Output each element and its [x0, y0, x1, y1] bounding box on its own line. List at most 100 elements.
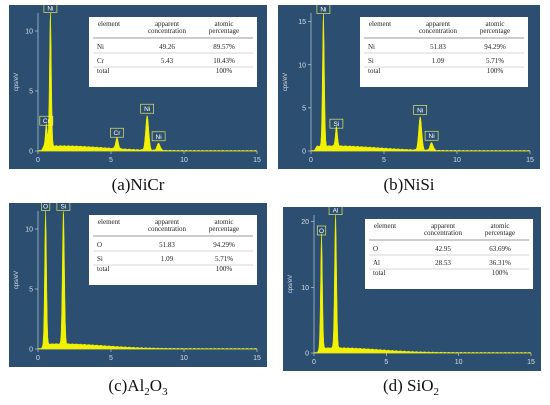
table-header: apparent [155, 20, 179, 28]
peak-label-text: Si [334, 121, 340, 128]
x-tick-label: 5 [382, 157, 386, 164]
peak-label-cr: Cr [110, 127, 124, 138]
table-header: concentration [148, 225, 187, 233]
table-background [365, 219, 533, 289]
table-cell: Ni [368, 43, 375, 51]
x-tick-label: 10 [453, 157, 461, 164]
peak-label-ni: Ni [413, 105, 428, 115]
y-tick-label: 0 [305, 351, 309, 358]
table-header: element [374, 222, 396, 230]
peak-label-o: O [41, 203, 51, 211]
table-total-label: total [97, 265, 109, 273]
table-cell: 94.29% [484, 43, 506, 51]
table-cell: 1.09 [432, 57, 445, 65]
caption-c-text-2: O [149, 376, 163, 395]
table-cell: O [97, 241, 102, 249]
y-tick-label: 5 [302, 105, 306, 112]
spectrum-series [313, 214, 532, 354]
table-cell: 28.53 [435, 259, 451, 267]
table-cell: 89.57% [213, 43, 235, 51]
spectrum-panel-d: cps/eV 0 5 10 15 0 10 20 O Al element apparent conce… [283, 207, 541, 371]
table-cell: O [373, 245, 378, 253]
x-tick-label: 10 [455, 359, 463, 366]
peak-label-box [316, 5, 331, 14]
peak-label-box [110, 127, 124, 138]
table-header: percentage [209, 27, 239, 35]
table-total-label: total [373, 269, 385, 277]
x-tick-label: 5 [109, 157, 113, 164]
table-background [89, 215, 257, 285]
y-tick-label: 15 [298, 19, 306, 26]
y-axis-label: cps/eV [14, 271, 20, 289]
table-header: concentration [424, 229, 463, 237]
table-cell: Ni [97, 43, 104, 51]
y-axis-label: cps/eV [288, 275, 294, 293]
peak-label-cr: Cr [39, 115, 54, 126]
y-tick-label: 10 [25, 29, 33, 36]
table-header: element [98, 218, 120, 226]
table-header: atomic [490, 222, 509, 230]
peak-label-ni: Ni [151, 131, 166, 142]
y-axis-label: cps/eV [283, 73, 289, 91]
table-header: atomic [214, 20, 233, 28]
peak-label-box [151, 131, 166, 142]
peak-label-text: Cr [114, 130, 122, 137]
y-tick-label: 10 [25, 227, 33, 234]
table-cell: 5.71% [486, 57, 504, 65]
peak-label-box [316, 225, 327, 236]
x-tick-label: 15 [253, 157, 261, 164]
peak-label-text: O [319, 228, 324, 235]
peak-label-ni: Ni [424, 130, 439, 141]
table-total-label: total [97, 67, 109, 75]
peak-label-box [424, 130, 439, 141]
caption-d: (d) SiO2 [281, 376, 541, 398]
table-header: percentage [480, 27, 510, 35]
table-cell: Cr [97, 57, 105, 65]
table-total-value: 100% [487, 67, 504, 75]
y-tick-label: 10 [301, 285, 309, 292]
peak-label-si: Si [329, 118, 344, 129]
table-header: apparent [426, 20, 450, 28]
y-tick-label: 0 [302, 149, 306, 156]
spectrum-series [310, 13, 531, 152]
table-header: percentage [485, 229, 515, 237]
table-header: apparent [431, 222, 455, 230]
peak-label-ni: Ni [316, 5, 331, 14]
y-tick-label: 0 [29, 347, 33, 354]
table-cell: 63.69% [489, 245, 511, 253]
x-tick-label: 10 [180, 157, 188, 164]
x-tick-label: 10 [180, 355, 188, 362]
peak-label-text: Ni [156, 134, 162, 141]
table-header: concentration [148, 27, 187, 35]
caption-a-text: (a)NiCr [111, 175, 165, 194]
table-header: apparent [155, 218, 179, 226]
table-cell: 49.26 [159, 43, 175, 51]
table-cell: Al [373, 259, 380, 267]
table-cell: 51.83 [159, 241, 175, 249]
x-tick-label: 0 [309, 157, 313, 164]
peak-label-box [39, 115, 54, 126]
spectrum-panel-a: cps/eV 0 5 10 15 0 5 10 Cr Ni Cr Ni Ni element apparen… [9, 5, 267, 169]
peak-label-al: Al [328, 207, 343, 215]
spectrum-series [37, 210, 258, 350]
peak-label-o: O [316, 225, 327, 236]
peak-label-text: Al [333, 208, 339, 215]
caption-d-sub: 2 [433, 386, 440, 398]
caption-a: (a)NiCr [8, 175, 268, 195]
table-header: concentration [419, 27, 458, 35]
x-tick-label: 15 [527, 359, 535, 366]
peak-label-box [56, 203, 71, 211]
y-tick-label: 20 [301, 219, 309, 226]
table-cell: Si [97, 255, 103, 263]
spectrum-chart-c: cps/eV 0 5 10 15 0 5 10 O Si element apparentconcen… [9, 203, 267, 367]
spectrum-chart-b: cps/eV 0 5 10 15 0 5 10 15 Ni Si Ni Ni element apparen… [278, 5, 540, 169]
table-total-value: 100% [492, 269, 509, 277]
x-tick-label: 5 [384, 359, 388, 366]
spectrum-panel-b: cps/eV 0 5 10 15 0 5 10 15 Ni Si Ni Ni element apparen… [278, 5, 540, 169]
x-tick-label: 0 [312, 359, 316, 366]
spectrum-chart-d: cps/eV 0 5 10 15 0 10 20 O Al element apparentconce… [283, 207, 541, 371]
